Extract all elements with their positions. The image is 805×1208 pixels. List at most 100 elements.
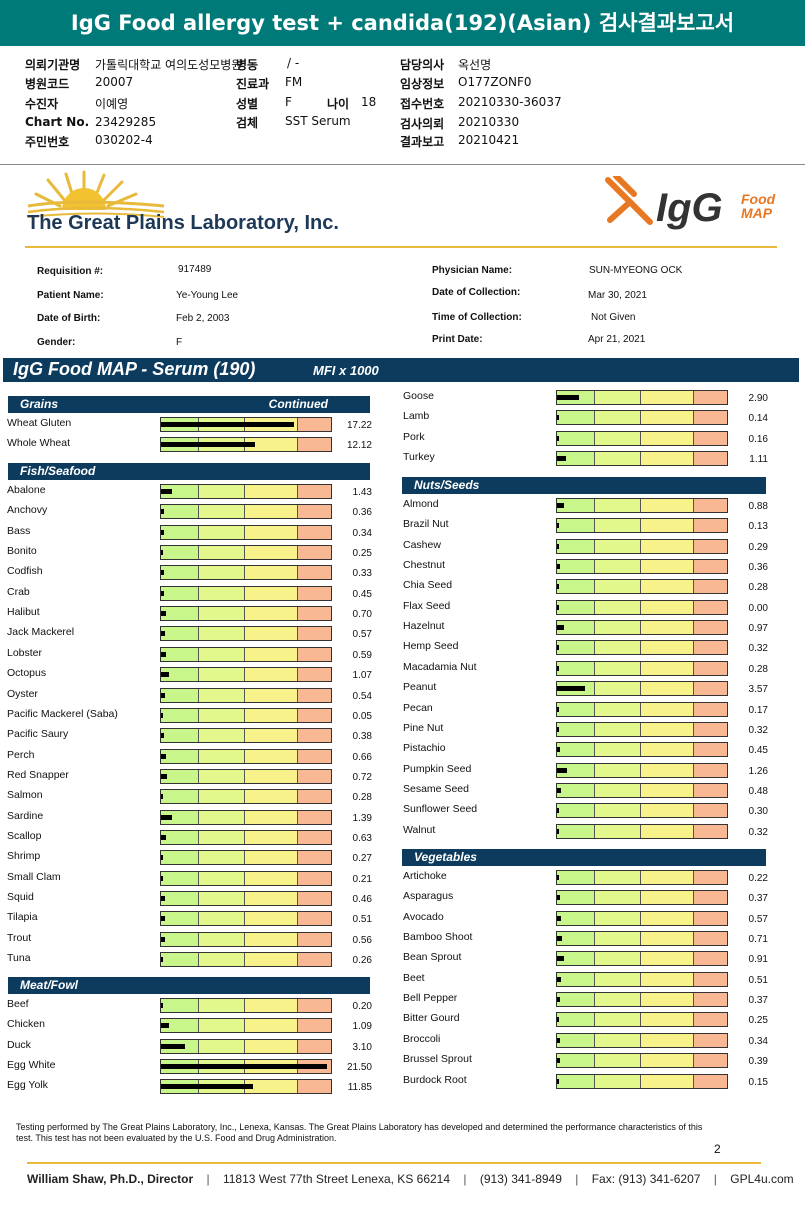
units-label: MFI x 1000 <box>313 363 379 378</box>
result-bar <box>557 1078 559 1084</box>
scale-zone <box>298 830 331 844</box>
result-bar <box>557 604 559 610</box>
scale-zone <box>595 1074 641 1088</box>
food-value: 11.85 <box>347 1082 372 1094</box>
scale-zone <box>641 499 694 512</box>
patient-label: Print Date: <box>432 334 483 345</box>
scale-zone <box>245 790 298 804</box>
result-scale <box>160 809 332 825</box>
scale-zone <box>298 932 331 946</box>
scale-zone <box>595 1033 641 1047</box>
food-name: Turkey <box>403 451 435 464</box>
sun-logo-icon <box>27 170 165 218</box>
scale-zone <box>694 411 727 425</box>
divider <box>0 164 805 165</box>
scale-zone <box>298 566 331 580</box>
scale-zone <box>161 607 199 621</box>
scale-zone <box>161 851 199 865</box>
scale-zone <box>161 566 199 580</box>
scale-zone <box>161 525 199 539</box>
food-name: Abalone <box>7 484 46 496</box>
scale-zone <box>199 627 245 641</box>
scale-zone <box>161 729 199 743</box>
scale-zone <box>557 871 595 884</box>
scale-zone <box>161 892 199 905</box>
food-value: 1.26 <box>748 765 768 777</box>
scale-zone <box>694 722 727 736</box>
food-name: Small Clam <box>7 870 61 883</box>
scale-zone <box>641 452 694 466</box>
footer-address: 11813 West 77th Street Lenexa, KS 66214 <box>222 1172 451 1186</box>
section-header: Meat/Fowl <box>8 977 370 994</box>
food-name: Crab <box>7 585 30 598</box>
result-bar <box>161 509 164 515</box>
food-name: Trout <box>7 931 32 944</box>
scale-zone <box>245 586 298 600</box>
scale-zone <box>641 891 694 905</box>
food-value: 0.56 <box>352 934 372 946</box>
gold-divider <box>25 246 777 248</box>
result-scale <box>556 390 728 405</box>
food-value: 0.28 <box>352 792 372 804</box>
food-name: Pistachio <box>403 742 446 755</box>
result-scale <box>160 931 332 947</box>
result-bar <box>557 435 559 441</box>
food-name: Sunflower Seed <box>403 803 478 816</box>
scale-zone <box>557 411 595 425</box>
result-bar <box>557 915 562 921</box>
scale-zone <box>199 790 245 804</box>
scale-zone <box>199 912 245 926</box>
result-bar <box>557 1058 560 1064</box>
result-scale <box>556 660 728 676</box>
scale-zone <box>595 452 641 466</box>
food-name: Duck <box>7 1038 31 1051</box>
result-bar <box>557 395 580 400</box>
scale-zone <box>641 932 694 946</box>
scale-zone <box>298 688 331 702</box>
scale-zone <box>199 525 245 539</box>
age-label: 나이 <box>327 97 350 111</box>
scale-zone <box>557 804 595 818</box>
scale-zone <box>161 830 199 844</box>
section-header: Fish/Seafood <box>8 463 370 480</box>
result-scale <box>556 910 728 926</box>
result-scale <box>160 728 332 744</box>
scale-zone <box>245 505 298 519</box>
patient-value: Ye-Young Lee <box>176 290 239 301</box>
result-bar <box>161 773 167 779</box>
header-label: 진료과 <box>236 77 270 91</box>
scale-zone <box>595 391 641 404</box>
result-scale <box>556 1053 728 1069</box>
food-name: Codfish <box>7 565 43 578</box>
scale-zone <box>641 783 694 797</box>
result-scale <box>556 498 728 513</box>
scale-zone <box>245 1019 298 1033</box>
scale-zone <box>694 804 727 818</box>
scale-zone <box>298 525 331 539</box>
scale-zone <box>245 708 298 722</box>
result-bar <box>557 767 567 773</box>
food-value: 1.09 <box>352 1021 372 1033</box>
header-value: 20210421 <box>458 133 520 147</box>
scale-zone <box>694 702 727 716</box>
footer-fax: Fax: (913) 341-6207 <box>591 1172 701 1186</box>
scale-zone <box>199 769 245 783</box>
food-name: Hazelnut <box>403 620 445 633</box>
food-value: 0.25 <box>748 1015 768 1027</box>
food-name: Squid <box>7 891 34 903</box>
scale-zone <box>245 627 298 641</box>
result-bar <box>161 896 165 901</box>
scale-zone <box>298 418 331 431</box>
scale-zone <box>298 647 331 661</box>
scale-zone <box>245 688 298 702</box>
scale-zone <box>694 911 727 925</box>
scale-zone <box>694 783 727 797</box>
scale-zone <box>595 972 641 986</box>
food-name: Whole Wheat <box>7 437 71 450</box>
section-header: Grains Continued <box>8 396 370 413</box>
scale-zone <box>557 560 595 574</box>
result-scale <box>556 803 728 819</box>
scale-zone <box>199 932 245 946</box>
scale-zone <box>161 627 199 641</box>
food-name: Almond <box>403 498 439 510</box>
